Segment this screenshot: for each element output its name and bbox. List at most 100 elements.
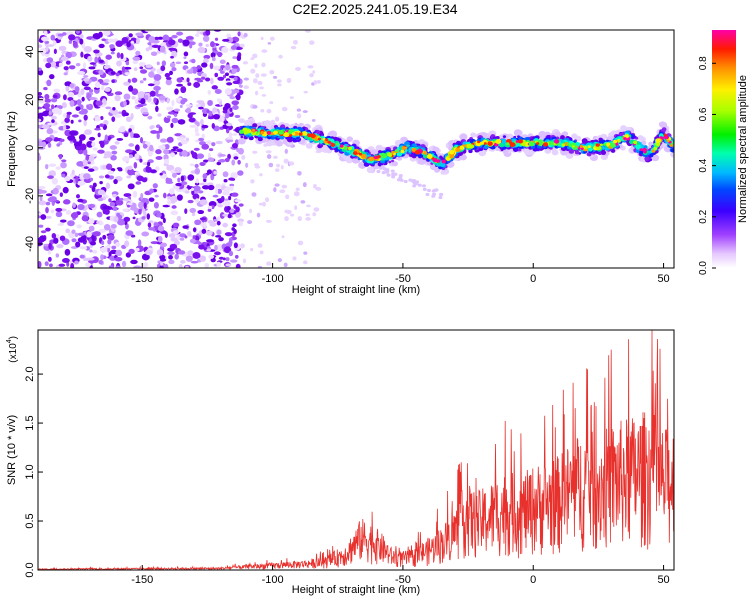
heatmap-noise-cell	[254, 63, 258, 68]
heatmap-noise-cell	[292, 256, 297, 261]
heatmap-noise-cell	[150, 125, 155, 129]
heatmap-signal-cell	[502, 149, 509, 155]
heatmap-noise-cell	[180, 175, 185, 182]
heatmap-noise-cell	[182, 225, 189, 229]
heatmap-noise-cell	[208, 200, 217, 208]
heatmap-noise-cell	[222, 257, 226, 261]
heatmap-noise-cell	[132, 216, 136, 220]
heatmap-noise-cell	[38, 67, 42, 72]
heatmap-noise-cell	[189, 163, 195, 167]
heatmap-noise-cell	[274, 183, 280, 187]
heatmap-noise-cell	[109, 145, 118, 150]
heatmap-noise-cell	[166, 136, 174, 143]
heatmap-noise-cell	[261, 94, 267, 97]
heatmap-noise-cell	[169, 70, 173, 76]
heatmap-noise-cell	[104, 87, 111, 92]
heatmap-noise-cell	[92, 249, 98, 254]
heatmap-noise-cell	[250, 57, 255, 61]
heatmap-noise-cell	[82, 62, 87, 69]
heatmap-noise-cell	[48, 163, 57, 167]
heatmap-noise-cell	[255, 73, 260, 78]
heatmap-noise-cell	[194, 126, 199, 134]
heatmap-noise-cell	[43, 86, 48, 91]
heatmap-noise-cell	[294, 205, 298, 211]
heatmap-noise-cell	[212, 107, 218, 114]
heatmap-noise-cell	[231, 159, 236, 166]
heatmap-noise-cell	[114, 91, 123, 96]
heatmap-noise-cell	[232, 223, 237, 228]
heatmap-signal-cell	[381, 153, 388, 159]
heatmap-noise-cell	[265, 150, 272, 154]
heatmap-noise-cell	[241, 154, 246, 160]
heatmap-signal-cell	[422, 153, 429, 159]
heatmap-signal-cell	[537, 141, 543, 147]
heatmap-noise-cell	[230, 185, 234, 191]
heatmap-noise-cell	[191, 187, 195, 191]
heatmap-noise-cell	[130, 234, 136, 238]
heatmap-noise-cell	[252, 53, 258, 59]
heatmap-signal-cell	[505, 142, 510, 146]
heatmap-noise-cell	[237, 170, 244, 176]
heatmap-noise-cell	[162, 34, 170, 42]
heatmap-noise-cell	[38, 112, 47, 117]
heatmap-noise-cell	[193, 147, 200, 151]
heatmap-noise-cell	[187, 113, 193, 119]
heatmap-noise-cell	[121, 37, 129, 44]
heatmap-noise-cell	[112, 107, 116, 111]
heatmap-noise-cell	[88, 225, 95, 232]
heatmap-signal-cell	[298, 132, 303, 136]
heatmap-noise-cell	[168, 254, 173, 260]
heatmap-signal-cell	[502, 135, 507, 139]
heatmap-noise-cell	[391, 175, 396, 179]
heatmap-noise-cell	[155, 149, 162, 155]
heatmap-noise-cell	[121, 260, 127, 268]
heatmap-noise-cell	[161, 60, 167, 67]
heatmap-noise-cell	[277, 258, 282, 263]
heatmap-noise-cell	[86, 104, 90, 110]
heatmap-noise-cell	[75, 241, 81, 248]
heatmap-noise-cell	[216, 229, 222, 236]
heatmap-noise-cell	[64, 117, 70, 123]
heatmap-noise-cell	[98, 69, 104, 76]
heatmap-noise-cell	[144, 249, 153, 256]
colorbar-tick-label: 0.8	[698, 56, 709, 70]
heatmap-noise-cell	[133, 265, 142, 268]
heatmap-noise-cell	[393, 172, 398, 176]
heatmap-noise-cell	[305, 213, 310, 217]
heatmap-noise-cell	[135, 247, 140, 252]
spectrogram-y-ticks: -40 -20 0 20 40	[24, 46, 43, 252]
snr-x-axis-label: Height of straight line (km)	[292, 584, 420, 596]
heatmap-noise-cell	[123, 66, 132, 70]
heatmap-noise-cell	[110, 51, 115, 55]
heatmap-noise-cell	[231, 133, 238, 136]
heatmap-noise-cell	[196, 100, 205, 104]
heatmap-noise-cell	[146, 213, 151, 220]
heatmap-noise-cell	[376, 169, 381, 174]
heatmap-signal-cell	[361, 154, 367, 159]
heatmap-noise-cell	[196, 153, 205, 159]
heatmap-noise-cell	[116, 212, 121, 217]
heatmap-noise-cell	[147, 83, 155, 87]
heatmap-noise-cell	[157, 36, 164, 40]
heatmap-signal-cell	[358, 152, 363, 156]
heatmap-noise-cell	[128, 33, 133, 38]
heatmap-noise-cell	[195, 103, 202, 108]
heatmap-signal-cell	[583, 146, 588, 150]
heatmap-noise-cell	[139, 69, 148, 74]
heatmap-noise-cell	[260, 36, 264, 41]
heatmap-noise-cell	[123, 93, 131, 100]
heatmap-noise-cell	[378, 166, 383, 170]
heatmap-noise-cell	[72, 41, 78, 48]
heatmap-signal-cell	[612, 139, 618, 144]
heatmap-noise-cell	[295, 187, 300, 191]
heatmap-noise-cell	[243, 32, 248, 38]
heatmap-signal-cell	[580, 147, 584, 150]
heatmap-noise-cell	[234, 254, 239, 259]
heatmap-noise-cell	[250, 247, 254, 252]
heatmap-noise-cell	[63, 94, 67, 101]
spectrogram-x-tick-label: 0	[530, 273, 536, 285]
heatmap-noise-cell	[312, 70, 316, 74]
heatmap-noise-cell	[96, 220, 100, 224]
heatmap-noise-cell	[184, 235, 188, 239]
heatmap-noise-cell	[89, 241, 97, 246]
